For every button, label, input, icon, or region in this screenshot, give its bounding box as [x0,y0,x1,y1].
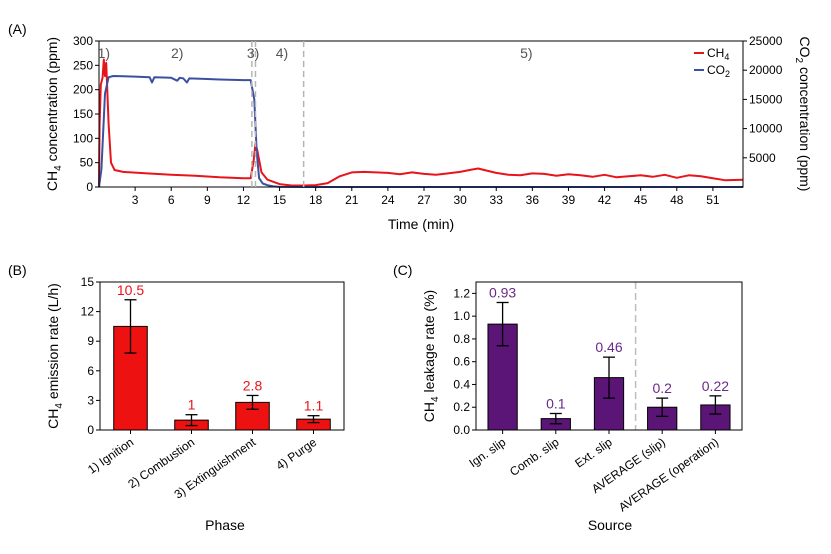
data-label: 10.5 [117,282,144,298]
panel-a-x-axis-label: Time (min) [388,216,454,232]
panel-a-right-y-axis-label: CO2 concentration (ppm) [793,37,813,192]
data-label: 0.2 [652,380,672,396]
phase-label: 3) [247,45,259,61]
data-label: 1 [188,397,196,413]
y-right-tick-label: 10000 [749,122,783,136]
y-left-tick-label: 100 [73,131,93,145]
y-tick-label: 0.0 [453,423,470,437]
y-tick-label: 12 [81,305,95,319]
panel-b-y-axis-label: CH4 emission rate (L/h) [45,283,65,429]
x-tick-label: Comb. slip [507,435,562,479]
x-tick-label: Ign. slip [466,435,508,470]
phase-label: 4) [276,45,288,61]
series-line-ch4 [98,58,744,188]
x-tick-label: 42 [598,193,612,207]
y-tick-label: 9 [87,334,94,348]
y-tick-label: 0.6 [453,355,470,369]
panel-c-x-axis-label: Source [588,517,633,533]
x-tick-label: 4) Purge [273,435,319,473]
y-right-tick-label: 5000 [749,151,776,165]
data-label: 0.1 [546,395,566,411]
x-tick-label: 39 [562,193,576,207]
panel-b-label: (B) [8,262,27,278]
y-tick-label: 1.2 [453,286,470,300]
data-label: 0.46 [595,339,622,355]
x-tick-label: 3 [132,193,139,207]
y-right-tick-label: 15000 [749,92,783,106]
panel-c-y-axis-label: CH4 leakage rate (%) [421,290,441,422]
y-left-tick-label: 0 [86,180,93,194]
x-tick-label: 1) Ignition [85,435,136,477]
x-tick-label: 27 [417,193,431,207]
x-tick-label: 45 [634,193,648,207]
data-label: 2.8 [243,377,263,393]
y-tick-label: 15 [81,275,95,289]
x-tick-label: 18 [309,193,323,207]
y-left-tick-label: 300 [73,34,93,48]
x-tick-label: 21 [345,193,359,207]
y-tick-label: 0.4 [453,377,470,391]
y-left-tick-label: 200 [73,83,93,97]
y-right-tick-label: 20000 [749,63,783,77]
y-tick-label: 0.8 [453,332,470,346]
y-tick-label: 3 [87,393,94,407]
x-tick-label: 51 [706,193,720,207]
x-tick-label: 30 [453,193,467,207]
x-tick-label: Ext. slip [572,435,615,471]
series-line-co2 [98,75,743,188]
panel-a-legend: CH4 CO2 [694,46,730,79]
phase-label: 2) [171,45,183,61]
panel-a-label: (A) [8,21,27,37]
x-tick-label: 9 [204,193,211,207]
data-label: 0.22 [702,378,729,394]
y-tick-label: 1.0 [453,309,470,323]
panel-a-left-y-axis-label: CH4 concentration (ppm) [44,37,64,191]
phase-label: 1) [98,45,110,61]
panel-b-plot-frame [99,281,345,431]
panel-c: (C) 0.93 0.1 0.46 0.2 0.22 0.0 0.2 0.4 0.6 0.8 1.… [393,262,743,533]
y-tick-label: 0 [87,423,94,437]
x-tick-label: 36 [526,193,540,207]
x-tick-label: 15 [273,193,287,207]
legend-co2-label: CO2 [707,63,730,79]
y-left-tick-label: 50 [80,156,94,170]
data-label: 1.1 [304,398,324,414]
panel-a-plot-frame [98,40,744,188]
x-tick-label: 48 [670,193,684,207]
data-label: 0.93 [489,284,516,300]
y-tick-label: 6 [87,364,94,378]
x-tick-label: 24 [381,193,395,207]
x-tick-label: AVERAGE (operation) [616,435,721,514]
y-left-tick-label: 250 [73,58,93,72]
phase-label: 5) [520,45,532,61]
panel-c-label: (C) [393,262,412,278]
y-left-tick-label: 150 [73,107,93,121]
x-tick-label: 33 [490,193,504,207]
legend-ch4-label: CH4 [707,46,729,62]
panel-b-x-axis-label: Phase [205,517,245,533]
y-tick-label: 0.2 [453,400,470,414]
x-tick-label: 12 [237,193,251,207]
x-tick-label: 6 [168,193,175,207]
y-right-tick-label: 25000 [749,34,783,48]
panel-a: (A) 3 6 9 12 15 18 21 24 27 30 33 36 39 42 45 48 51 0501… [8,21,813,232]
